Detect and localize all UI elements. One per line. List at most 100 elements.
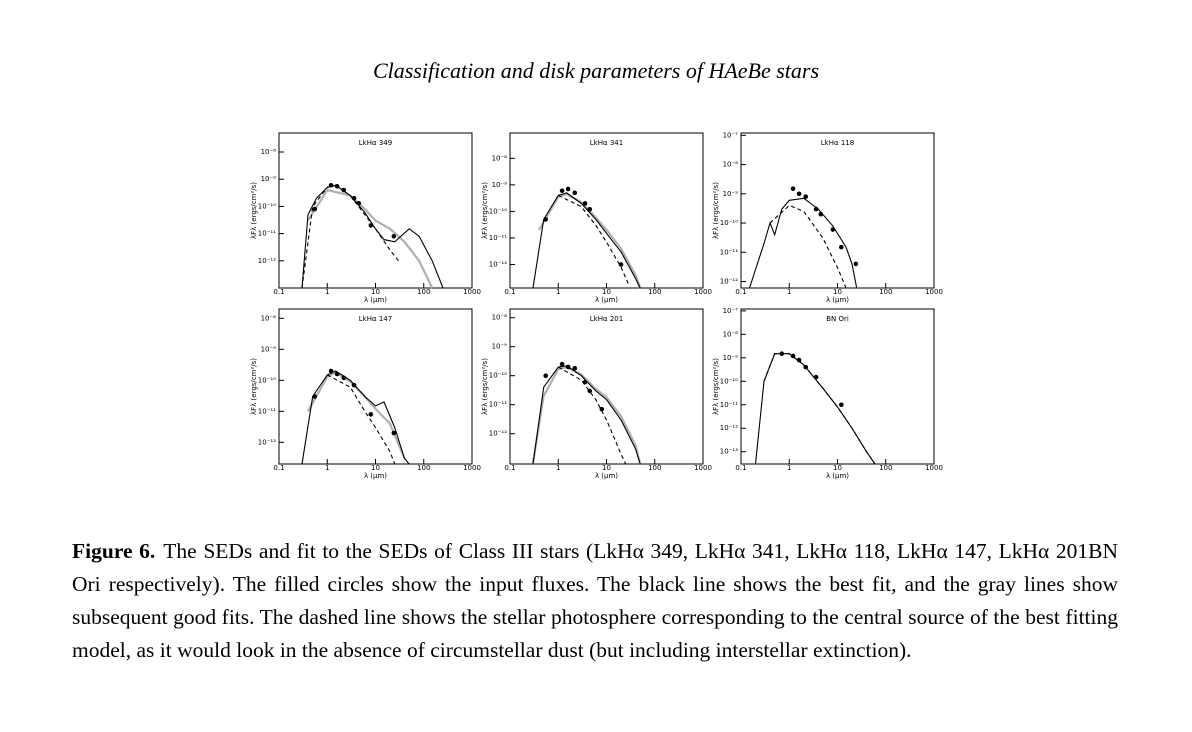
y-tick-label: 10⁻¹¹ (258, 407, 276, 415)
y-tick-label: 10⁻¹⁰ (258, 202, 276, 210)
flux-point (796, 357, 802, 363)
x-tick-label: 1 (556, 288, 560, 296)
y-axis-label: λFλ (ergs/cm²/s) (481, 182, 489, 239)
x-tick-label: 1000 (694, 464, 712, 472)
flux-point (351, 382, 357, 388)
y-tick-label: 10⁻¹² (489, 260, 507, 268)
panel-title: LkHα 201 (590, 315, 623, 323)
plot-frame (509, 132, 704, 289)
best-fit-line (301, 370, 410, 465)
y-tick-label: 10⁻¹¹ (720, 401, 738, 409)
running-head: Classification and disk parameters of HA… (372, 58, 820, 83)
x-tick-label: 10 (833, 288, 842, 296)
x-tick-label: 10 (371, 288, 380, 296)
good-fit-line (307, 188, 434, 289)
flux-point (341, 375, 347, 381)
y-tick-label: 10⁻¹¹ (489, 234, 507, 242)
y-tick-label: 10⁻¹³ (720, 448, 738, 456)
flux-point (351, 195, 357, 201)
best-fit-line (748, 197, 858, 289)
good-fit-line (538, 192, 642, 289)
y-tick-label: 10⁻⁹ (723, 190, 739, 198)
x-axis-label: λ (μm) (826, 296, 849, 304)
y-tick-label: 10⁻¹² (720, 424, 738, 432)
flux-point (830, 227, 836, 232)
flux-point (334, 183, 340, 189)
x-tick-label: 100 (648, 288, 661, 296)
x-tick-label: 0.1 (735, 464, 746, 472)
x-tick-label: 1 (556, 464, 560, 472)
flux-point (803, 364, 809, 370)
panel-title: LkHα 147 (359, 315, 392, 323)
flux-point (813, 374, 819, 380)
photosphere-line (763, 353, 876, 465)
x-tick-label: 1000 (463, 464, 481, 472)
flux-point (328, 368, 334, 374)
flux-point (312, 206, 318, 212)
y-tick-label: 10⁻⁸ (261, 148, 277, 156)
caption: Figure 6. The SEDs and fit to the SEDs of… (72, 535, 1118, 667)
y-axis-label: λFλ (ergs/cm²/s) (712, 358, 720, 415)
x-tick-label: 1000 (925, 464, 943, 472)
x-tick-label: 10 (371, 464, 380, 472)
y-tick-label: 10⁻⁹ (261, 345, 277, 353)
x-tick-label: 100 (417, 288, 430, 296)
flux-point (839, 244, 844, 250)
flux-point (565, 186, 571, 192)
y-tick-label: 10⁻¹² (258, 438, 276, 446)
y-tick-label: 10⁻⁹ (723, 354, 739, 362)
y-tick-label: 10⁻⁷ (723, 307, 739, 315)
plot-frame (509, 308, 704, 465)
flux-point (853, 261, 859, 267)
y-tick-label: 10⁻¹⁰ (720, 219, 738, 227)
flux-point (796, 191, 802, 197)
x-axis-label: λ (μm) (364, 296, 387, 304)
x-tick-label: 10 (602, 288, 611, 296)
y-tick-label: 10⁻¹⁰ (489, 207, 507, 215)
caption-label: Figure 6. (72, 539, 156, 563)
x-tick-label: 0.1 (504, 464, 515, 472)
x-axis-label: λ (μm) (595, 472, 618, 480)
y-tick-label: 10⁻⁸ (723, 330, 739, 338)
flux-point (368, 223, 374, 228)
flux-point (368, 412, 374, 417)
y-tick-label: 10⁻¹² (720, 278, 738, 286)
good-fit-line (531, 365, 642, 465)
flux-point (803, 194, 809, 199)
y-tick-label: 10⁻¹² (489, 430, 507, 438)
flux-point (790, 353, 796, 359)
y-tick-label: 10⁻⁹ (492, 343, 508, 351)
flux-point (334, 371, 340, 377)
y-tick-label: 10⁻⁹ (492, 181, 508, 189)
photosphere-line (327, 374, 396, 465)
y-tick-label: 10⁻⁸ (492, 154, 508, 162)
x-tick-label: 1 (787, 288, 791, 296)
best-fit-line (301, 184, 444, 289)
x-tick-label: 10 (833, 464, 842, 472)
caption-text: The SEDs and fit to the SEDs of Class II… (72, 539, 1118, 662)
x-axis-label: λ (μm) (364, 472, 387, 480)
y-tick-label: 10⁻¹¹ (258, 230, 276, 238)
flux-point (582, 379, 588, 385)
y-tick-label: 10⁻⁷ (723, 131, 739, 139)
flux-point (813, 206, 819, 212)
flux-point (543, 373, 549, 379)
x-tick-label: 1000 (463, 288, 481, 296)
x-axis-label: λ (μm) (826, 472, 849, 480)
plot-frame (278, 132, 473, 289)
panel-title: BN Ori (826, 315, 849, 323)
x-tick-label: 0.1 (735, 288, 746, 296)
y-tick-label: 10⁻¹¹ (489, 401, 507, 409)
flux-point (559, 361, 565, 367)
flux-point (391, 430, 397, 436)
x-tick-label: 1 (787, 464, 791, 472)
flux-point (572, 366, 578, 371)
x-tick-label: 1000 (694, 288, 712, 296)
best-fit-line (754, 353, 876, 465)
panel-title: LkHα 341 (590, 139, 623, 147)
x-tick-label: 100 (648, 464, 661, 472)
x-tick-label: 0.1 (273, 288, 284, 296)
flux-point (312, 394, 318, 399)
y-tick-label: 10⁻⁹ (261, 175, 277, 183)
